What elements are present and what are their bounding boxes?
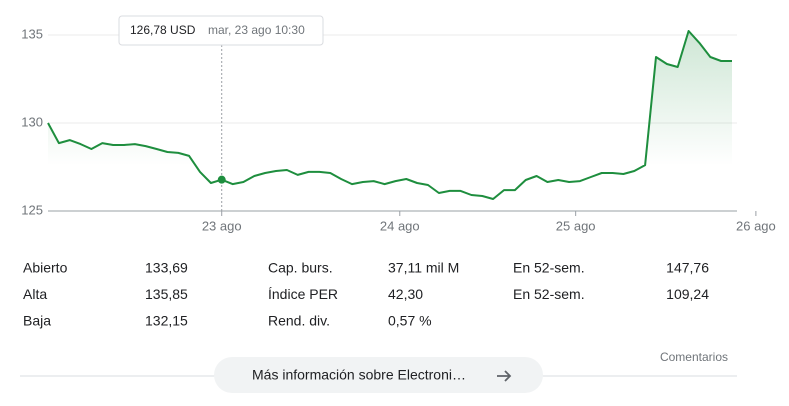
stat-value: 37,11 mil M [388,260,459,276]
y-tick-label: 135 [21,26,43,41]
stat-label: Índice PER [268,286,338,302]
tooltip-price: 126,78 USD [130,23,196,37]
tooltip [118,15,324,46]
stat-label: Alta [23,286,47,302]
stat-label: Abierto [23,260,68,276]
stat-label: En 52-sem. [513,260,585,276]
more-button[interactable] [214,357,543,393]
stat-value: 109,24 [666,286,709,302]
x-tick-label: 26 ago [736,218,776,233]
x-tick-label: 23 ago [202,218,242,233]
y-tick-label: 130 [21,114,43,129]
stat-value: 42,30 [388,286,423,302]
stat-label: En 52-sem. [513,286,585,302]
button-label: Más información sobre Electroni… [252,367,466,383]
stat-value: 0,57 % [388,313,432,329]
area [48,31,732,211]
comments-link[interactable]: Comentarios [660,350,728,364]
stat-value: 135,85 [145,286,188,302]
x-tick-label: 25 ago [556,218,596,233]
x-tick-label: 24 ago [380,218,420,233]
stat-label: Cap. burs. [268,260,333,276]
y-tick-label: 125 [21,202,43,217]
price-line [47,30,732,200]
tooltip-time: mar, 23 ago 10:30 [208,23,305,37]
arrow-icon [497,370,512,382]
stat-value: 147,76 [666,260,709,276]
stat-value: 133,69 [145,260,188,276]
stat-label: Rend. div. [268,313,330,329]
stat-label: Baja [23,313,51,329]
stat-value: 132,15 [145,313,188,329]
highlight-point [217,175,226,184]
